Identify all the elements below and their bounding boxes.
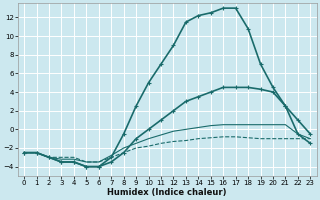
X-axis label: Humidex (Indice chaleur): Humidex (Indice chaleur): [108, 188, 227, 197]
